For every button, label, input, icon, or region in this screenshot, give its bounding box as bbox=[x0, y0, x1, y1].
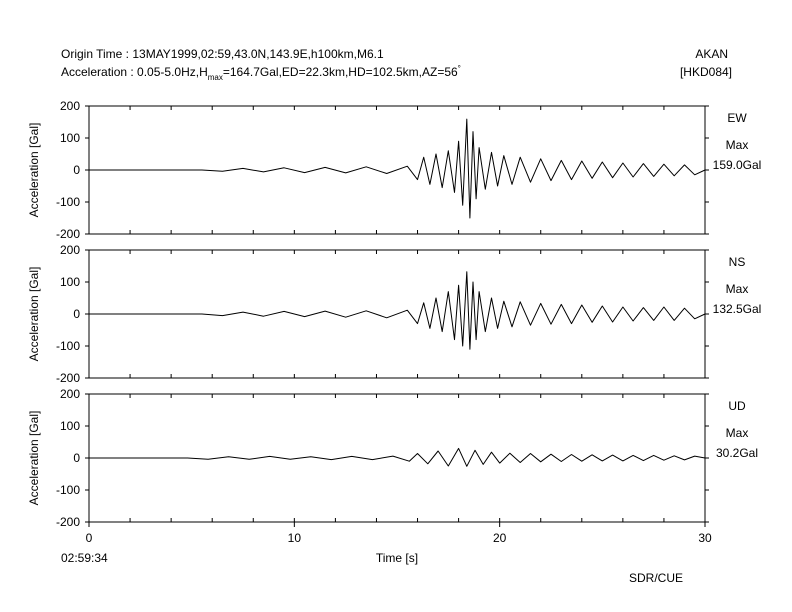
credit-label: SDR/CUE bbox=[629, 571, 683, 585]
y-tick-label: 200 bbox=[60, 387, 80, 401]
y-tick-label: 100 bbox=[60, 419, 80, 433]
y-tick-label: -200 bbox=[56, 371, 80, 385]
waveform-trace-ew bbox=[89, 118, 706, 219]
acceleration-info-degree: ° bbox=[458, 64, 461, 73]
x-tick-label: 0 bbox=[86, 531, 93, 545]
x-tick-label: 10 bbox=[288, 531, 302, 545]
component-label: UD bbox=[728, 399, 746, 413]
acceleration-info-line: Acceleration : 0.05-5.0Hz,Hmax=164.7Gal,… bbox=[61, 64, 461, 82]
y-tick-label: 0 bbox=[73, 451, 80, 465]
y-tick-label: 100 bbox=[60, 131, 80, 145]
max-label: Max bbox=[726, 282, 749, 296]
component-label: NS bbox=[729, 255, 746, 269]
x-axis-label: Time [s] bbox=[376, 551, 418, 565]
waveform-trace-ns bbox=[89, 271, 706, 350]
y-tick-label: 200 bbox=[60, 99, 80, 113]
max-value: 30.2Gal bbox=[716, 446, 758, 460]
panel-ew: 200 100 0 -100 -200 Acceleration [Gal] EW Max 15… bbox=[27, 99, 761, 241]
component-label: EW bbox=[727, 111, 747, 125]
acceleration-info-suffix: =164.7Gal,ED=22.3km,HD=102.5km,AZ=56 bbox=[223, 65, 458, 79]
y-tick-label: -100 bbox=[56, 195, 80, 209]
y-axis-label: Acceleration [Gal] bbox=[27, 267, 41, 362]
y-tick-label: -100 bbox=[56, 483, 80, 497]
max-label: Max bbox=[726, 138, 749, 152]
y-tick-label: -200 bbox=[56, 515, 80, 529]
origin-time-line: Origin Time : 13MAY1999,02:59,43.0N,143.… bbox=[61, 47, 384, 61]
acceleration-info-prefix: Acceleration : 0.05-5.0Hz,H bbox=[61, 65, 208, 79]
max-value: 132.5Gal bbox=[713, 302, 762, 316]
y-tick-label: -100 bbox=[56, 339, 80, 353]
y-axis-label: Acceleration [Gal] bbox=[27, 411, 41, 506]
start-time-label: 02:59:34 bbox=[61, 551, 108, 565]
station-name: AKAN bbox=[695, 47, 728, 61]
y-tick-label: 100 bbox=[60, 275, 80, 289]
y-tick-label: 0 bbox=[73, 307, 80, 321]
y-tick-label: 0 bbox=[73, 163, 80, 177]
y-tick-label: -200 bbox=[56, 227, 80, 241]
station-code: [HKD084] bbox=[680, 65, 732, 79]
x-tick-label: 20 bbox=[493, 531, 507, 545]
max-label: Max bbox=[726, 426, 749, 440]
panel-ns: 200 100 0 -100 -200 Acceleration [Gal] NS Max 13… bbox=[27, 243, 761, 385]
acceleration-info-subscript: max bbox=[208, 73, 223, 82]
x-tick-label: 30 bbox=[698, 531, 712, 545]
waveform-trace-ud bbox=[89, 447, 706, 467]
y-axis-label: Acceleration [Gal] bbox=[27, 123, 41, 218]
max-value: 159.0Gal bbox=[713, 158, 762, 172]
y-tick-label: 200 bbox=[60, 243, 80, 257]
